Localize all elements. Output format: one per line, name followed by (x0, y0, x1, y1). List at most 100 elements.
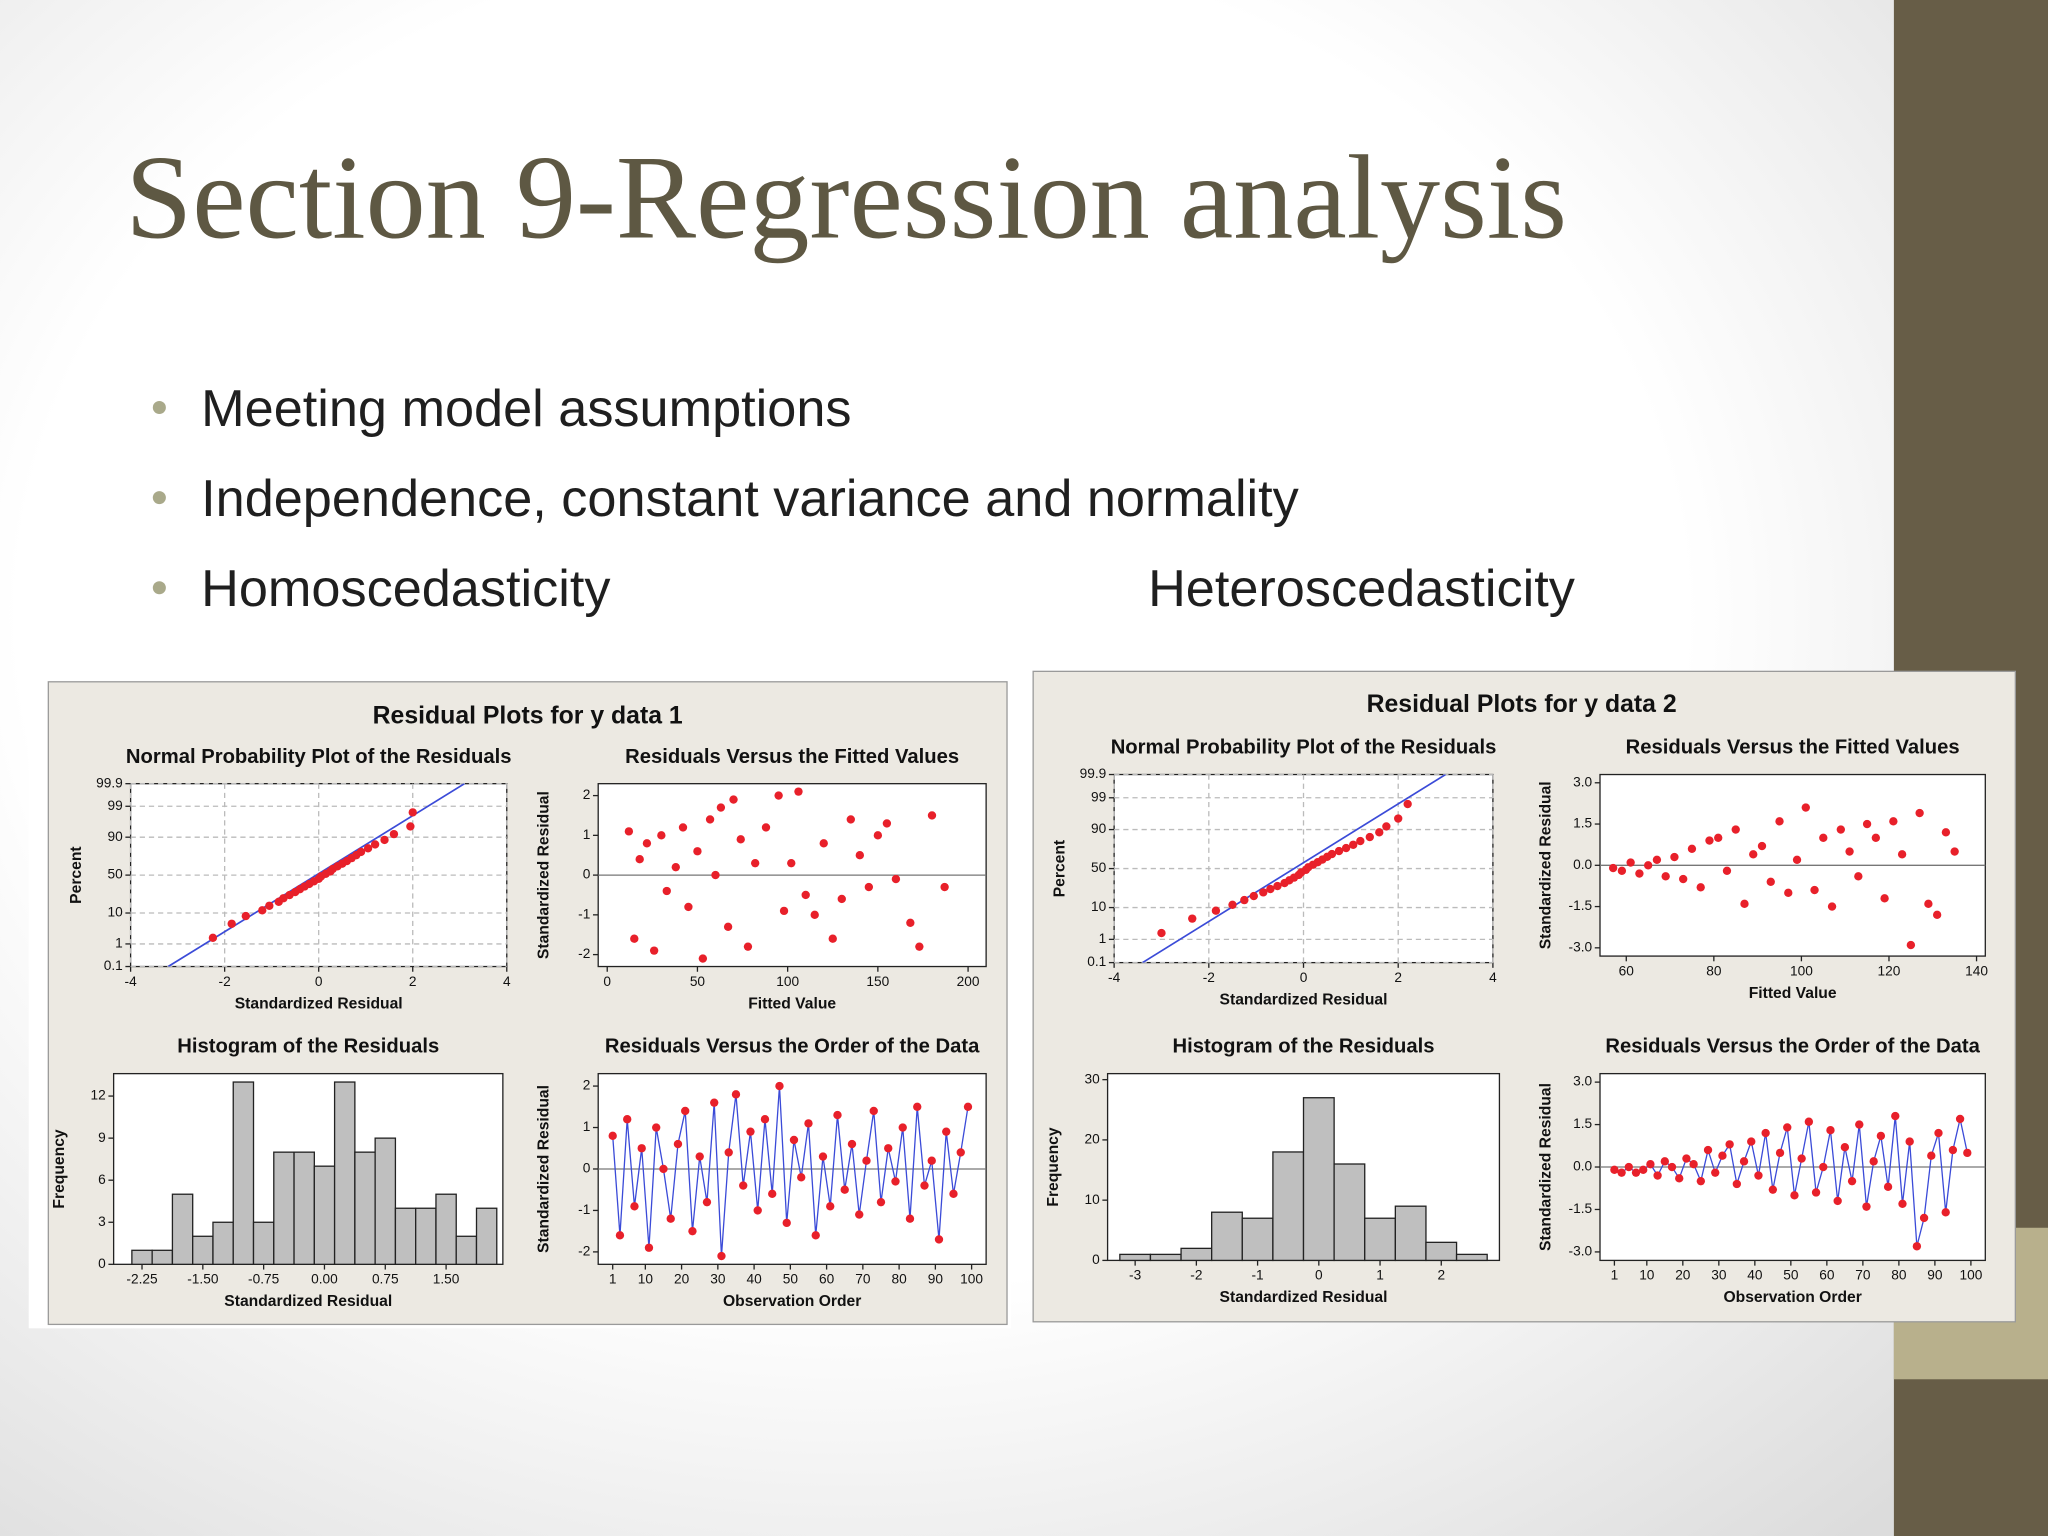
x-tick-label: 150 (866, 974, 889, 989)
point (940, 882, 949, 892)
x-tick-label: 40 (746, 1272, 762, 1287)
x-tick-label: -2 (1190, 1268, 1202, 1283)
point (642, 839, 652, 848)
y-tick-label: -1 (578, 1202, 590, 1217)
y-tick-label: 50 (108, 867, 124, 882)
point (855, 851, 865, 860)
point (723, 922, 733, 931)
x-tick-label: -2.25 (126, 1272, 158, 1287)
x-axis-label: Standardized Residual (224, 1293, 392, 1310)
x-tick-label: 80 (1706, 963, 1722, 978)
y-tick-label: 1 (583, 1119, 591, 1134)
y-tick-label: 0.0 (1573, 857, 1592, 872)
point (1705, 836, 1714, 845)
y-axis-label: Standardized Residual (536, 1085, 553, 1253)
point (1790, 1191, 1799, 1200)
x-tick-label: 2 (1394, 970, 1402, 985)
histogram-bar (212, 1221, 234, 1265)
point (1739, 1157, 1749, 1166)
point (1617, 866, 1627, 875)
point (652, 1123, 661, 1132)
point (1811, 1188, 1821, 1197)
x-tick-label: 70 (855, 1272, 871, 1287)
x-tick-label: 10 (1639, 1268, 1655, 1283)
point (1624, 1162, 1633, 1172)
point (1334, 846, 1344, 856)
point (711, 870, 720, 880)
point (1891, 1111, 1900, 1121)
point (1880, 894, 1889, 903)
point (768, 1189, 777, 1199)
y-tick-label: 1 (583, 827, 591, 842)
point (608, 1131, 617, 1140)
x-tick-label: 30 (1711, 1268, 1727, 1283)
point (630, 1202, 639, 1211)
point (1766, 877, 1775, 886)
point (1631, 1168, 1641, 1177)
point (1792, 855, 1802, 864)
point (915, 942, 924, 951)
point (750, 858, 760, 868)
point (1617, 1168, 1626, 1177)
point (1845, 847, 1854, 856)
point (1626, 858, 1635, 867)
point (684, 902, 693, 912)
point (949, 1189, 958, 1199)
point (659, 1164, 668, 1174)
point (1810, 885, 1819, 895)
x-tick-label: -3 (1129, 1268, 1142, 1283)
point (265, 901, 274, 910)
point (1273, 881, 1282, 891)
point (761, 823, 771, 832)
chart-title: Histogram of the Residuals (177, 1036, 439, 1058)
chart-title: Residuals Versus the Fitted Values (625, 746, 959, 768)
y-tick-label: 3.0 (1573, 774, 1592, 789)
histogram-bar (1119, 1253, 1152, 1262)
point (1349, 840, 1358, 849)
point (1660, 1157, 1669, 1166)
y-tick-label: 12 (91, 1088, 106, 1103)
point (408, 808, 417, 817)
point (671, 862, 680, 872)
point (819, 839, 828, 848)
histogram-bar (171, 1193, 194, 1265)
x-tick-label: -2 (1203, 970, 1215, 985)
y-tick-label: 9 (98, 1130, 106, 1145)
x-tick-label: 1.50 (433, 1272, 460, 1287)
point (1356, 836, 1365, 846)
y-tick-label: 99 (108, 798, 123, 813)
point (1718, 1151, 1727, 1160)
fit-line (1142, 774, 1446, 963)
point (1646, 1160, 1655, 1169)
x-tick-label: 100 (776, 974, 799, 989)
point (1749, 850, 1758, 859)
y-tick-label: 90 (1091, 821, 1107, 836)
point (673, 1139, 683, 1149)
y-tick-label: 99.9 (1080, 766, 1107, 781)
point (1941, 828, 1951, 837)
x-tick-label: 60 (1819, 1268, 1835, 1283)
x-tick-label: 2 (409, 974, 417, 989)
point (695, 1152, 704, 1161)
y-tick-label: 10 (108, 905, 124, 920)
point (1924, 899, 1933, 908)
point (1653, 1171, 1662, 1180)
x-tick-label: -1.50 (187, 1272, 219, 1287)
y-tick-label: -2 (578, 946, 590, 961)
point (898, 1123, 907, 1132)
point (956, 1148, 965, 1157)
point (920, 1181, 929, 1190)
panel-title: Residual Plots for y data 2 (1367, 691, 1677, 718)
point (774, 791, 783, 800)
bullet-text: Heteroscedasticity (1148, 560, 1576, 618)
point (847, 1139, 857, 1149)
y-tick-label: -2 (578, 1244, 590, 1259)
point (906, 918, 915, 927)
x-axis-label: Standardized Residual (1220, 1289, 1388, 1306)
x-tick-label: 90 (1927, 1268, 1943, 1283)
x-tick-label: -4 (125, 974, 138, 989)
point (1883, 1182, 1893, 1192)
x-tick-label: 120 (1878, 963, 1901, 978)
point (913, 1102, 922, 1111)
point (828, 934, 837, 943)
